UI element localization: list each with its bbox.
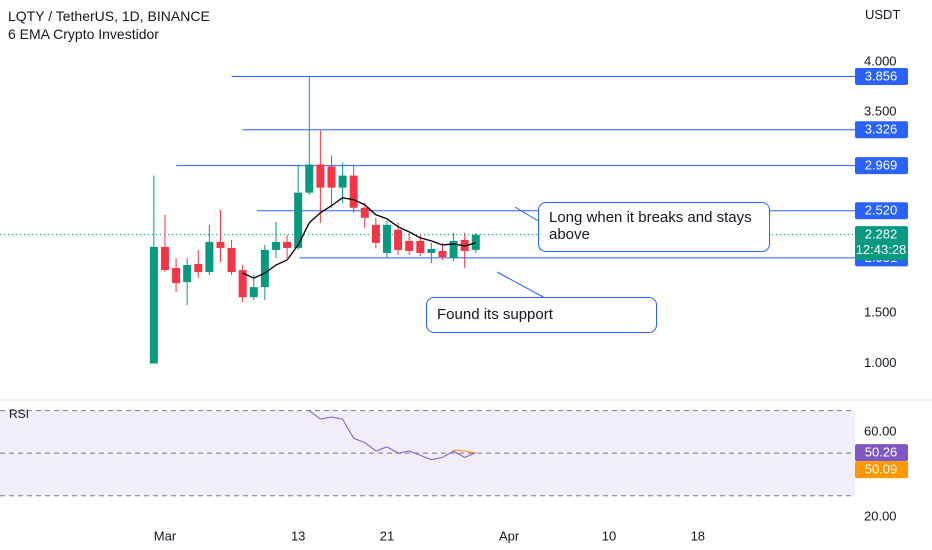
candle-body [249, 287, 258, 298]
candle-body [227, 247, 236, 273]
x-tick-label: Mar [154, 528, 177, 543]
candle-body [449, 240, 458, 258]
y-tick-label: 3.500 [864, 104, 897, 119]
rsi-ma-line [453, 449, 476, 454]
level-badge [855, 121, 908, 139]
candle-body [382, 224, 391, 253]
candle-body [294, 192, 303, 248]
candle-body [271, 241, 280, 250]
candle-body [216, 241, 225, 248]
candle-body [183, 265, 192, 283]
x-tick-label: 13 [291, 528, 305, 543]
candle-body [416, 240, 425, 253]
candle-body [238, 270, 247, 298]
axis-unit: USDT [865, 7, 901, 22]
ema-line [242, 196, 476, 279]
last-price-badge [855, 226, 908, 261]
x-tick-label: 10 [602, 528, 616, 543]
level-badge-label: 3.856 [865, 68, 898, 83]
rsi-ma-badge-label: 50.09 [865, 462, 898, 477]
x-tick-label: 21 [380, 528, 394, 543]
rsi-line [308, 410, 476, 461]
candle-body [371, 224, 380, 243]
candle-body [394, 229, 403, 250]
x-tick-label: Apr [499, 528, 520, 543]
candle-body [305, 164, 314, 193]
level-badge-label: 2.969 [865, 158, 898, 173]
candle-body [360, 207, 369, 218]
candle-body [260, 249, 269, 288]
rsi-badge-label: 50.26 [865, 445, 898, 460]
x-tick-label: 18 [691, 528, 705, 543]
indicator-name: 6 EMA Crypto Investidor [8, 26, 159, 42]
candle-body [172, 268, 181, 284]
callout-pointer [496, 271, 546, 299]
annotation: Found its support [426, 297, 657, 333]
candle-body [338, 175, 347, 188]
y-tick-label: 4.000 [864, 53, 897, 68]
candle-body [205, 241, 214, 273]
level-badge [855, 67, 908, 85]
candle-body [405, 240, 414, 251]
candle-body [194, 264, 203, 273]
level-badge-label: 3.326 [865, 122, 898, 137]
level-badge-label: 2.520 [865, 203, 898, 218]
candle-body [283, 241, 292, 248]
candle-body [327, 166, 336, 188]
y-tick-label: 1.000 [864, 355, 897, 370]
pane-label: RSI [9, 407, 30, 421]
candle-body [349, 175, 358, 208]
candle-body [471, 234, 480, 250]
annotation: Long when it breaks and stays above [538, 202, 770, 252]
y-tick-label: 20.00 [864, 508, 897, 523]
candle-body [149, 246, 158, 364]
candle-body [438, 250, 447, 257]
countdown: 12:43:28 [856, 242, 907, 257]
rsi-badge [855, 444, 908, 462]
candle-body [160, 246, 169, 271]
candle-body [427, 248, 436, 253]
rsi-ma-badge [855, 461, 908, 479]
callout-pointer [514, 206, 541, 250]
last-price-badge-label: 2.282 [865, 227, 898, 242]
y-tick-label: 1.500 [864, 305, 897, 320]
y-tick-label: 60.00 [864, 423, 897, 438]
level-badge [855, 202, 908, 220]
candle-body [316, 164, 325, 188]
chart-title: LQTY / TetherUS, 1D, BINANCE [8, 8, 210, 24]
level-badge [855, 157, 908, 175]
